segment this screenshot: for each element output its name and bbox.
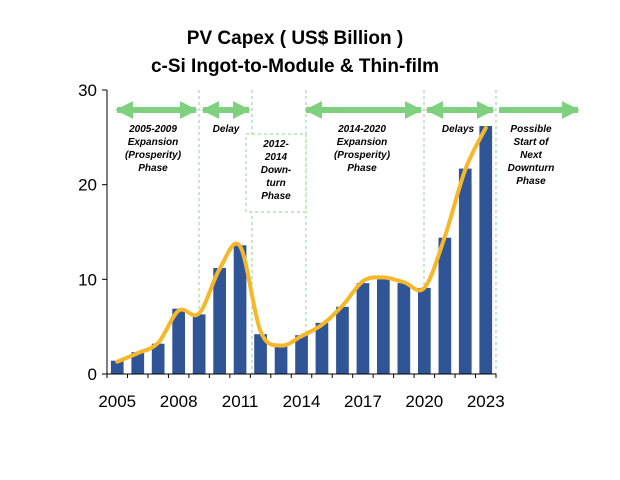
y-tick-label: 10 <box>78 270 97 289</box>
phase-label: Delays <box>442 124 475 135</box>
bar-2005 <box>110 360 124 374</box>
x-tick-label: 2005 <box>98 392 136 411</box>
trend-line-layer <box>115 125 488 364</box>
phase-box <box>245 133 307 213</box>
phase-label: Possible Start of Next Downturn Phase <box>508 124 555 187</box>
chart-title: PV Capex ( US$ Billion ) <box>187 28 403 49</box>
x-tick-label: 2017 <box>344 392 382 411</box>
bar-2018 <box>377 279 390 374</box>
bar-2023 <box>479 126 493 374</box>
x-tick-label: 2008 <box>160 392 198 411</box>
y-tick-label: 0 <box>88 365 97 384</box>
x-tick-label: 2020 <box>405 392 443 411</box>
bar-2011 <box>233 245 247 374</box>
bar-2008 <box>172 308 185 374</box>
bar-2010 <box>213 268 226 374</box>
bar-2015 <box>315 322 329 374</box>
bar-2006 <box>131 352 145 374</box>
phase-annotations: 2005-2009 Expansion (Prosperity) Phase Delay… <box>115 90 580 374</box>
bar-2017 <box>356 283 370 374</box>
bar-2022 <box>458 168 472 374</box>
phase-label: Delay <box>213 124 240 135</box>
trend-line <box>115 125 488 364</box>
phase-label: 2012-2014 Down-turn Phase <box>261 139 292 202</box>
bar-2013 <box>274 345 288 374</box>
bars <box>110 126 493 374</box>
axes: 0 10 20 30 2005 2008 2011 2014 2017 2020 2023 <box>78 81 505 411</box>
phase-label: 2005-2009 Expansion (Prosperity) Phase <box>125 124 182 174</box>
phase-label: 2014-2020 Expansion (Prosperity) Phase <box>334 124 391 174</box>
chart-subtitle: c-Si Ingot-to-Module & Thin-film <box>151 56 439 77</box>
bar-2007 <box>151 343 165 374</box>
x-tick-label: 2014 <box>283 392 321 411</box>
bar-2020 <box>418 287 431 374</box>
y-tick-label: 20 <box>78 176 97 195</box>
bar-2016 <box>336 306 349 374</box>
bar-2009 <box>192 314 206 374</box>
y-tick-label: 30 <box>78 81 97 100</box>
bar-2014 <box>295 335 308 374</box>
x-tick-label: 2023 <box>467 392 505 411</box>
bar-2012 <box>254 334 267 374</box>
bar-2021 <box>438 237 452 374</box>
x-tick-label: 2011 <box>222 392 259 411</box>
bar-2019 <box>397 283 411 374</box>
